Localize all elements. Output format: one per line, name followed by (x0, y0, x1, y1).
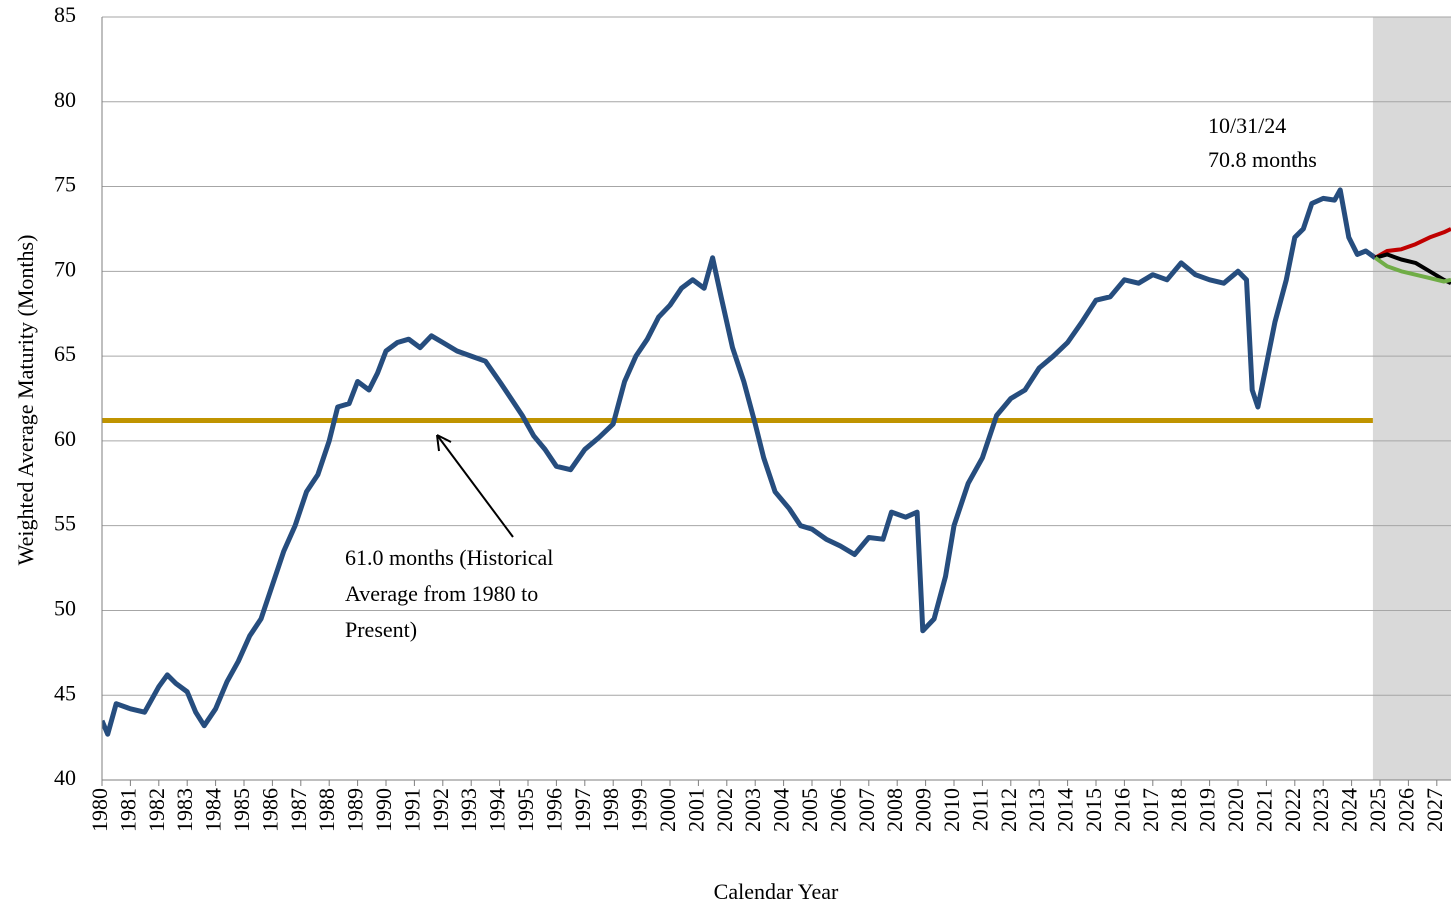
x-tick-label: 2018 (1166, 788, 1191, 832)
x-tick-label: 1996 (541, 788, 566, 832)
x-tick-label: 1983 (172, 788, 197, 832)
plot-background (1372, 17, 1451, 780)
x-tick-label: 2006 (825, 788, 850, 832)
series-line (1374, 256, 1451, 284)
x-tick-label: 2011 (967, 788, 992, 831)
y-axis-label: Weighted Average Maturity (Months) (13, 235, 38, 566)
x-tick-label: 2024 (1337, 788, 1362, 832)
x-axis-label: Calendar Year (714, 879, 839, 904)
y-tick-label: 60 (54, 426, 76, 451)
x-tick-label: 1997 (570, 788, 595, 832)
annotation: Average from 1980 to (345, 581, 538, 606)
y-tick-label: 65 (54, 341, 76, 366)
x-tick-label: 2017 (1138, 788, 1163, 832)
annotation: 10/31/24 (1208, 113, 1286, 138)
x-tick-label: 1988 (314, 788, 339, 832)
x-tick-label: 2025 (1365, 788, 1390, 832)
annotation: 70.8 months (1208, 147, 1317, 172)
x-tick-label: 1981 (115, 788, 140, 832)
x-tick-label: 2000 (655, 788, 680, 832)
x-tick-label: 2009 (911, 788, 936, 832)
y-tick-label: 85 (54, 2, 76, 27)
x-tick-label: 2021 (1251, 788, 1276, 832)
x-tick-label: 1985 (229, 788, 254, 832)
y-tick-label: 40 (54, 765, 76, 790)
x-tick-label: 1980 (87, 788, 112, 832)
grid (101, 16, 1451, 786)
x-tick-label: 2003 (740, 788, 765, 832)
x-tick-label: 2013 (1024, 788, 1049, 832)
x-tick-label: 1986 (257, 788, 282, 832)
x-tick-label: 1993 (456, 788, 481, 832)
x-tick-label: 2004 (769, 788, 794, 832)
y-tick-label: 50 (54, 595, 76, 620)
y-tick-label: 45 (54, 680, 76, 705)
y-tick-label: 75 (54, 172, 76, 197)
x-tick-label: 2027 (1422, 788, 1447, 832)
arrow-head (436, 434, 452, 452)
x-tick-label: 1982 (144, 788, 169, 832)
x-tick-label: 2001 (683, 788, 708, 832)
y-tick-label: 80 (54, 87, 76, 112)
x-tick-label: 1994 (485, 788, 510, 832)
x-tick-label: 1991 (399, 788, 424, 832)
x-tick-label: 2026 (1393, 788, 1418, 832)
x-tick-label: 2010 (939, 788, 964, 832)
x-tick-label: 1999 (627, 788, 652, 832)
x-tick-label: 2008 (882, 788, 907, 832)
x-tick-label: 1987 (286, 788, 311, 832)
y-tick-label: 55 (54, 511, 76, 536)
annotation: Present) (345, 617, 417, 642)
series-line (102, 187, 1377, 737)
x-tick-label: 2002 (712, 788, 737, 832)
x-tick-label: 2014 (1053, 788, 1078, 832)
x-tick-label: 1995 (513, 788, 538, 832)
x-tick-label: 2022 (1280, 788, 1305, 832)
x-tick-label: 2005 (797, 788, 822, 832)
x-tick-label: 1984 (201, 788, 226, 832)
x-tick-label: 1992 (428, 788, 453, 832)
y-tick-label: 70 (54, 256, 76, 281)
series-line (1374, 227, 1451, 260)
x-tick-label: 2019 (1195, 788, 1220, 832)
x-tick-label: 2020 (1223, 788, 1248, 832)
x-tick-label: 1998 (598, 788, 623, 832)
x-tick-label: 1989 (343, 788, 368, 832)
x-tick-label: 2016 (1109, 788, 1134, 832)
forecast-shade (1372, 17, 1451, 780)
annotation: 61.0 months (Historical (345, 545, 553, 570)
x-tick-label: 2023 (1308, 788, 1333, 832)
labels: 40 45 50 55 60 65 70 75 80 85 1980 1981 1982 1983 1984… (54, 2, 1447, 832)
x-tick-label: 1990 (371, 788, 396, 832)
x-tick-label: 2007 (854, 788, 879, 832)
x-tick-label: 2015 (1081, 788, 1106, 832)
annotation-arrow (436, 434, 514, 538)
plot-lines (102, 187, 1451, 737)
x-tick-label: 2012 (996, 788, 1021, 832)
